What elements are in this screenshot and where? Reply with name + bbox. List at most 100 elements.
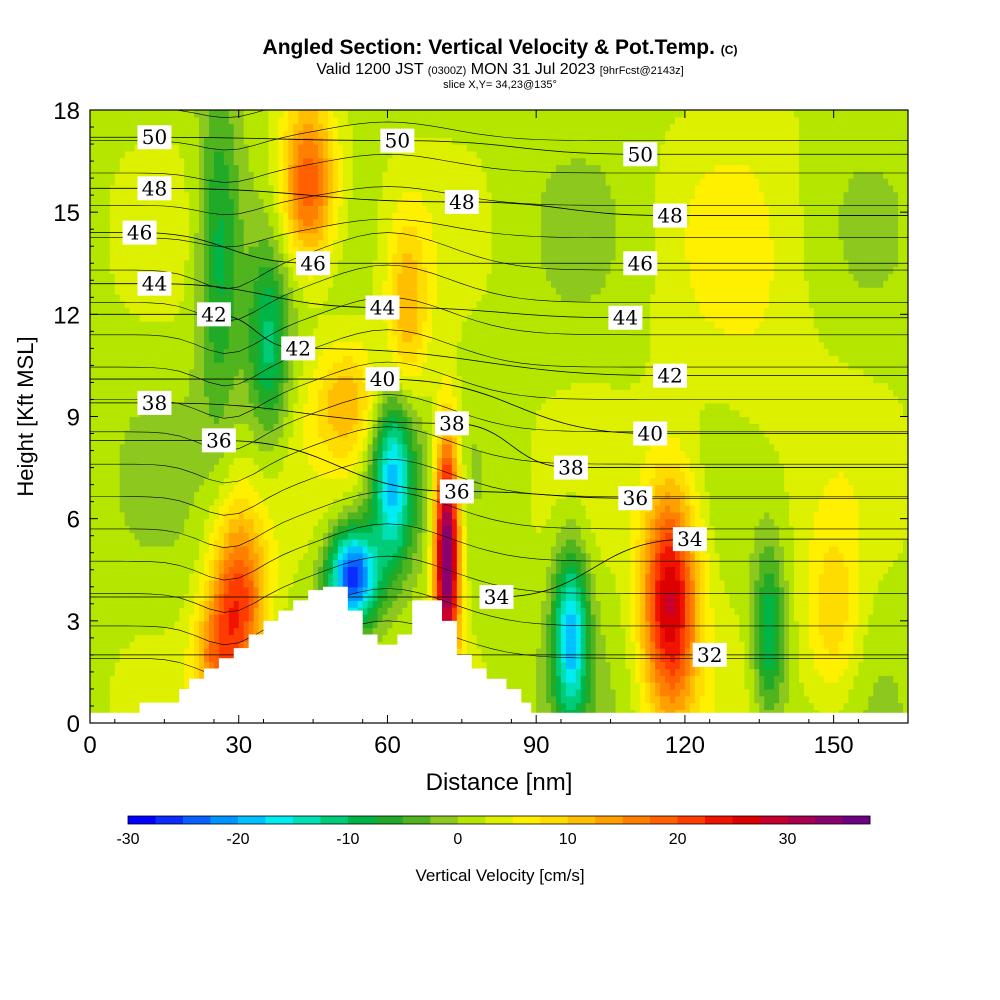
velocity-cell	[144, 443, 151, 452]
velocity-cell	[332, 110, 339, 118]
velocity-cell	[278, 273, 284, 281]
velocity-cell	[174, 137, 180, 145]
velocity-cell	[263, 110, 270, 118]
velocity-cell	[164, 416, 170, 424]
velocity-cell	[164, 212, 170, 220]
velocity-cell	[194, 321, 200, 329]
velocity-cell	[109, 110, 116, 118]
velocity-cell	[218, 144, 225, 152]
velocity-cell	[159, 321, 165, 329]
velocity-cell	[352, 144, 359, 152]
velocity-cell	[233, 586, 240, 595]
velocity-cell	[288, 246, 294, 254]
velocity-cell	[337, 191, 344, 200]
velocity-cell	[189, 218, 195, 227]
velocity-cell	[347, 150, 354, 159]
velocity-cell	[223, 280, 230, 288]
velocity-cell	[268, 443, 275, 452]
velocity-cell	[303, 273, 309, 281]
velocity-cell	[90, 539, 96, 547]
velocity-cell	[352, 239, 359, 247]
velocity-cell	[313, 443, 319, 452]
velocity-cell	[298, 137, 304, 145]
velocity-cell	[159, 457, 165, 465]
valid-date: MON 31 Jul 2023	[470, 61, 596, 78]
velocity-cell	[327, 477, 334, 486]
velocity-cell	[119, 620, 126, 629]
velocity-cell	[119, 110, 126, 118]
velocity-cell	[283, 559, 289, 567]
velocity-cell	[164, 110, 170, 118]
velocity-cell	[327, 505, 334, 513]
velocity-cell	[204, 484, 210, 493]
velocity-cell	[134, 702, 141, 710]
velocity-cell	[258, 552, 265, 561]
velocity-cell	[233, 334, 240, 343]
velocity-cell	[199, 457, 205, 465]
velocity-cell	[213, 511, 220, 520]
velocity-cell	[323, 130, 329, 138]
velocity-cell	[352, 314, 359, 322]
velocity-cell	[194, 389, 200, 397]
velocity-cell	[253, 362, 260, 370]
velocity-cell	[144, 573, 151, 581]
velocity-cell	[174, 620, 180, 629]
velocity-cell	[179, 157, 185, 166]
velocity-cell	[208, 144, 215, 152]
velocity-cell	[169, 178, 175, 186]
velocity-cell	[253, 620, 260, 629]
velocity-cell	[258, 491, 265, 499]
velocity-cell	[129, 600, 136, 608]
velocity-cell	[327, 470, 334, 479]
velocity-cell	[154, 321, 161, 329]
velocity-cell	[298, 436, 304, 445]
velocity-cell	[293, 498, 299, 506]
velocity-cell	[134, 198, 141, 206]
velocity-cell	[223, 348, 230, 356]
velocity-cell	[233, 225, 240, 234]
velocity-cell	[199, 668, 205, 676]
velocity-cell	[268, 198, 275, 206]
velocity-cell	[149, 614, 156, 622]
velocity-cell	[139, 607, 146, 615]
velocity-cell	[238, 457, 245, 465]
velocity-cell	[208, 559, 215, 567]
velocity-cell	[90, 402, 96, 411]
velocity-cell	[204, 218, 210, 227]
velocity-cell	[174, 627, 180, 636]
velocity-cell	[94, 539, 101, 547]
velocity-cell	[313, 525, 319, 533]
velocity-cell	[124, 368, 131, 377]
velocity-cell	[213, 116, 220, 125]
velocity-cell	[159, 253, 165, 261]
velocity-cell	[119, 573, 126, 581]
velocity-cell	[318, 184, 324, 193]
velocity-cell	[174, 545, 180, 554]
velocity-cell	[347, 334, 354, 343]
velocity-cell	[238, 253, 245, 261]
velocity-cell	[90, 511, 96, 520]
velocity-cell	[104, 368, 111, 377]
velocity-cell	[283, 218, 289, 227]
velocity-cell	[94, 573, 101, 581]
velocity-cell	[253, 259, 260, 268]
velocity-cell	[164, 641, 170, 649]
velocity-cell	[213, 457, 220, 465]
velocity-cell	[273, 559, 279, 567]
velocity-cell	[263, 232, 270, 241]
velocity-cell	[218, 457, 225, 465]
velocity-cell	[283, 307, 289, 315]
velocity-cell	[258, 218, 265, 227]
velocity-cell	[357, 484, 364, 493]
velocity-cell	[283, 436, 289, 445]
velocity-cell	[223, 532, 230, 540]
velocity-cell	[228, 348, 235, 356]
velocity-cell	[223, 150, 230, 159]
velocity-cell	[253, 477, 260, 486]
velocity-cell	[327, 137, 334, 145]
velocity-cell	[228, 505, 235, 513]
velocity-cell	[352, 293, 359, 302]
velocity-cell	[303, 150, 309, 159]
velocity-cell	[218, 552, 225, 561]
velocity-cell	[303, 144, 309, 152]
